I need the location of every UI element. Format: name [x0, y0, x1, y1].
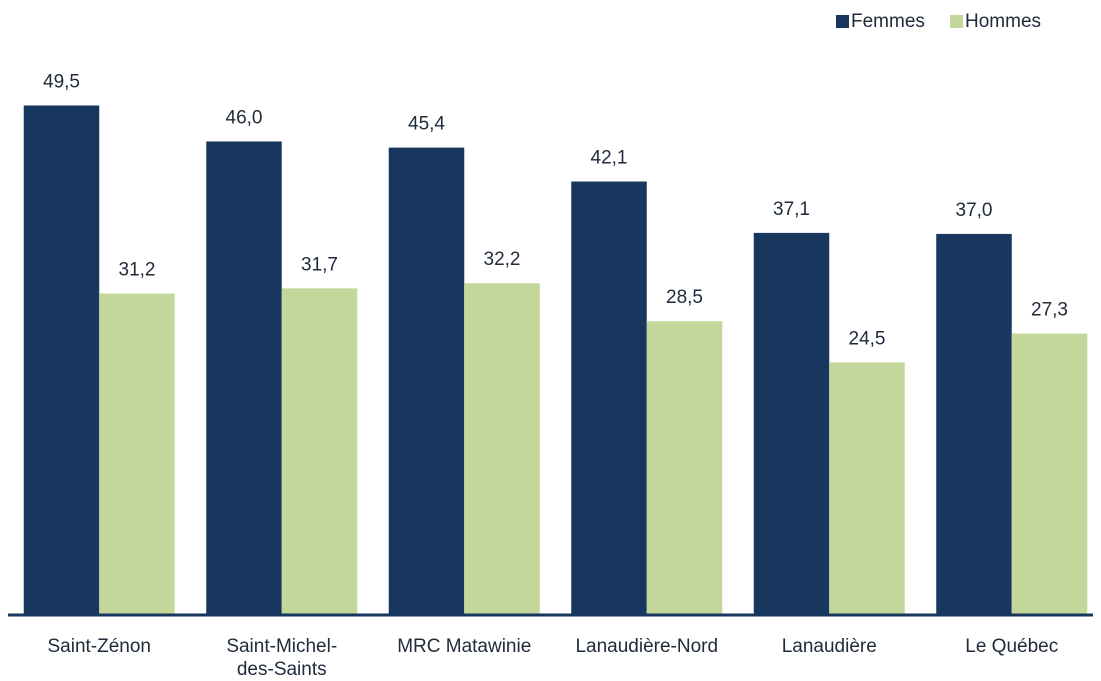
bar [99, 293, 175, 614]
bar [829, 362, 905, 614]
bar [281, 288, 358, 614]
bar [23, 105, 100, 614]
data-label: 37,0 [956, 200, 993, 221]
x-tick-label: Le Québec [965, 636, 1058, 657]
legend-swatch [836, 15, 849, 28]
data-label: 27,3 [1031, 300, 1068, 321]
data-label: 32,2 [484, 249, 521, 270]
data-label: 31,7 [301, 254, 338, 275]
bar [936, 233, 1012, 614]
bar [388, 147, 465, 615]
x-tick-label: Lanaudière-Nord [575, 636, 718, 657]
legend-label: Hommes [965, 11, 1041, 32]
bar [753, 232, 830, 614]
bar [206, 141, 282, 615]
legend-label: Femmes [851, 11, 925, 32]
x-tick-label: Lanaudière [782, 636, 877, 657]
data-label: 31,2 [119, 260, 156, 281]
bar [646, 321, 723, 614]
x-tick-label: Saint-Zénon [47, 636, 151, 657]
data-label: 37,1 [773, 199, 810, 220]
bar [464, 283, 540, 614]
data-label: 24,5 [849, 328, 886, 349]
data-label: 28,5 [666, 287, 703, 308]
bar [571, 181, 647, 614]
legend-swatch [950, 15, 963, 28]
bar [1011, 333, 1088, 614]
data-label: 46,0 [226, 107, 263, 128]
data-label: 42,1 [591, 148, 628, 169]
x-tick-label: Saint-Michel-des-Saints [226, 636, 337, 680]
x-tick-label: MRC Matawinie [397, 636, 531, 657]
data-label: 49,5 [43, 72, 80, 93]
data-label: 45,4 [408, 114, 445, 135]
